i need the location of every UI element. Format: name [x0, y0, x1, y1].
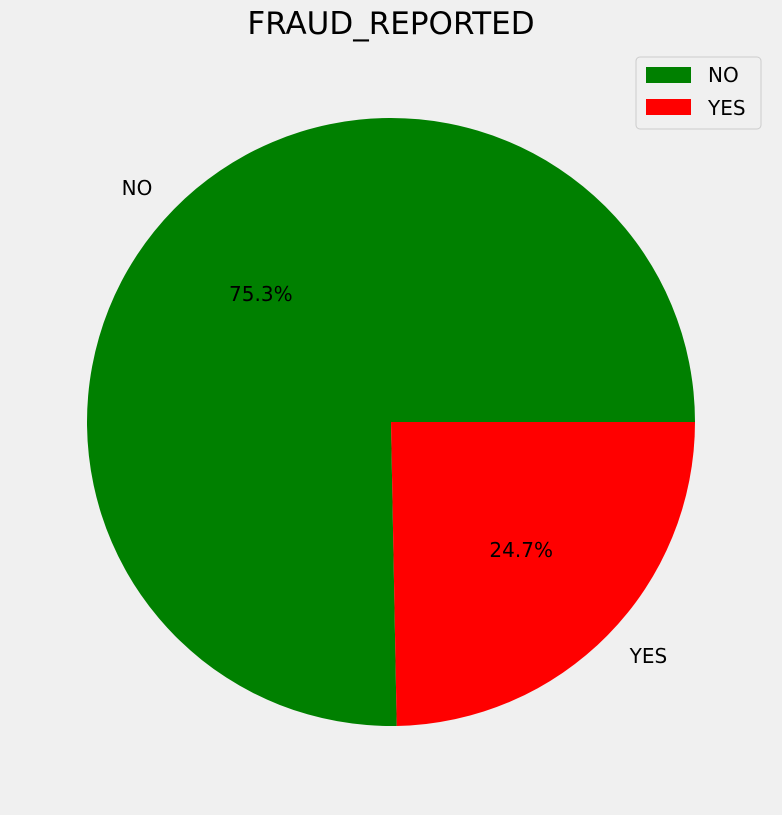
legend-swatch-yes — [646, 99, 691, 115]
pie-slices — [87, 118, 696, 727]
chart-title: FRAUD_REPORTED — [247, 6, 534, 42]
percentage-labels: 75.3% 24.7% — [229, 282, 553, 562]
pie-slice-no — [87, 118, 696, 727]
pie-slice-yes — [391, 422, 695, 726]
percentage-label-no: 75.3% — [229, 282, 293, 306]
legend-label-no: NO — [708, 63, 739, 87]
legend: NO YES — [635, 56, 762, 130]
legend-swatch-no — [646, 67, 691, 83]
legend-label-yes: YES — [707, 96, 746, 120]
percentage-label-yes: 24.7% — [489, 538, 553, 562]
slice-labels: NO YES — [122, 176, 668, 668]
slice-label-yes: YES — [629, 644, 668, 668]
slice-label-no: NO — [122, 176, 153, 200]
